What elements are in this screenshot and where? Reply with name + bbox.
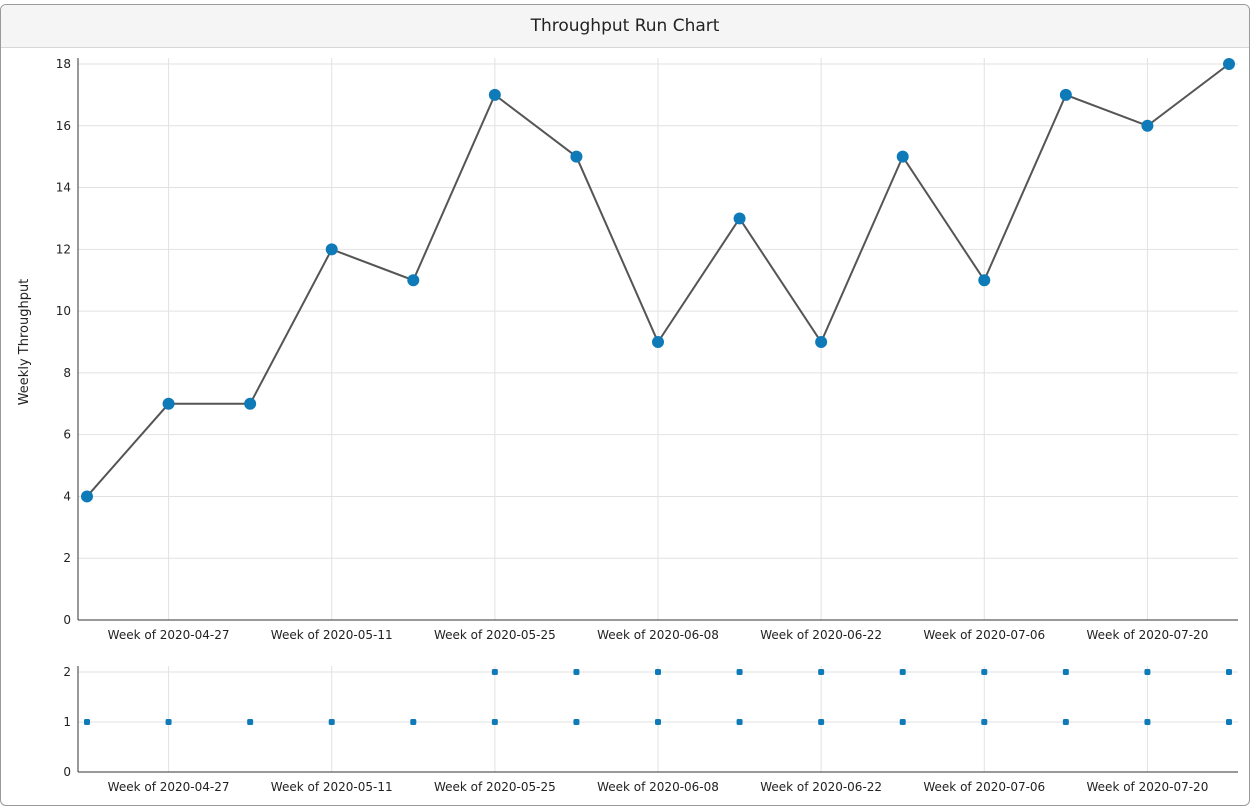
data-point — [325, 243, 338, 256]
dot-marker — [491, 719, 498, 725]
x-tick-label: Week of 2020-07-06 — [923, 628, 1045, 642]
y-tick-label: 2 — [63, 551, 71, 565]
y-tick-label: 14 — [56, 181, 71, 195]
y-tick-label: 2 — [63, 665, 71, 679]
dot-marker — [1062, 719, 1069, 725]
dot-marker — [1062, 669, 1069, 675]
y-tick-label: 18 — [56, 57, 71, 71]
dot-marker — [899, 669, 906, 675]
x-tick-label: Week of 2020-06-22 — [760, 628, 882, 642]
y-tick-label: 0 — [63, 613, 71, 627]
data-point — [244, 397, 257, 410]
y-tick-label: 1 — [63, 715, 71, 729]
dot-marker — [84, 719, 90, 725]
y-tick-label: 12 — [56, 242, 71, 256]
data-point — [896, 150, 909, 163]
dot-marker — [736, 669, 743, 675]
y-tick-label: 4 — [63, 489, 71, 503]
data-point — [652, 336, 664, 348]
dot-marker — [818, 719, 825, 725]
dot-marker — [899, 719, 906, 725]
data-point — [162, 397, 175, 410]
data-point — [978, 274, 991, 287]
dot-marker — [247, 719, 254, 725]
y-tick-label: 16 — [56, 119, 71, 133]
dot-marker — [573, 719, 580, 725]
x-tick-label: Week of 2020-07-20 — [1087, 780, 1209, 794]
y-tick-label: 0 — [63, 765, 71, 779]
x-tick-label: Week of 2020-06-08 — [597, 780, 719, 794]
x-tick-label: Week of 2020-05-25 — [434, 628, 556, 642]
dot-marker — [491, 669, 498, 675]
data-point — [1059, 88, 1072, 101]
data-point — [1141, 119, 1154, 132]
dot-marker — [1144, 719, 1151, 725]
dot-marker — [573, 669, 580, 675]
dot-marker — [1226, 719, 1232, 725]
dot-marker — [818, 669, 825, 675]
dot-marker — [981, 669, 988, 675]
x-tick-label: Week of 2020-05-11 — [271, 628, 393, 642]
y-tick-label: 10 — [56, 304, 71, 318]
data-point — [81, 490, 93, 503]
x-tick-label: Week of 2020-06-08 — [597, 628, 719, 642]
x-tick-label: Week of 2020-04-27 — [108, 628, 230, 642]
y-tick-label: 8 — [63, 366, 71, 380]
x-tick-label: Week of 2020-06-22 — [760, 780, 882, 794]
data-point — [1223, 58, 1235, 70]
x-tick-label: Week of 2020-05-11 — [271, 780, 393, 794]
x-tick-label: Week of 2020-05-25 — [434, 780, 556, 794]
dot-marker — [655, 719, 661, 725]
x-tick-label: Week of 2020-07-20 — [1087, 628, 1209, 642]
x-tick-label: Week of 2020-07-06 — [923, 780, 1045, 794]
dot-marker — [655, 669, 661, 675]
dot-marker — [165, 719, 172, 725]
x-tick-label: Week of 2020-04-27 — [108, 780, 230, 794]
chart-title: Throughput Run Chart — [530, 16, 720, 36]
dot-marker — [328, 719, 335, 725]
chart-header: Throughput Run Chart — [1, 5, 1249, 48]
y-axis-label: Weekly Throughput — [17, 279, 32, 406]
dot-marker — [736, 719, 743, 725]
data-point — [407, 274, 420, 287]
dot-marker — [1226, 669, 1232, 675]
data-point — [733, 212, 746, 225]
y-tick-label: 6 — [63, 428, 71, 442]
data-point — [570, 150, 583, 163]
dot-marker — [1144, 669, 1151, 675]
dot-marker — [981, 719, 988, 725]
dot-marker — [410, 719, 417, 725]
data-point — [815, 336, 828, 348]
data-point — [488, 88, 501, 101]
